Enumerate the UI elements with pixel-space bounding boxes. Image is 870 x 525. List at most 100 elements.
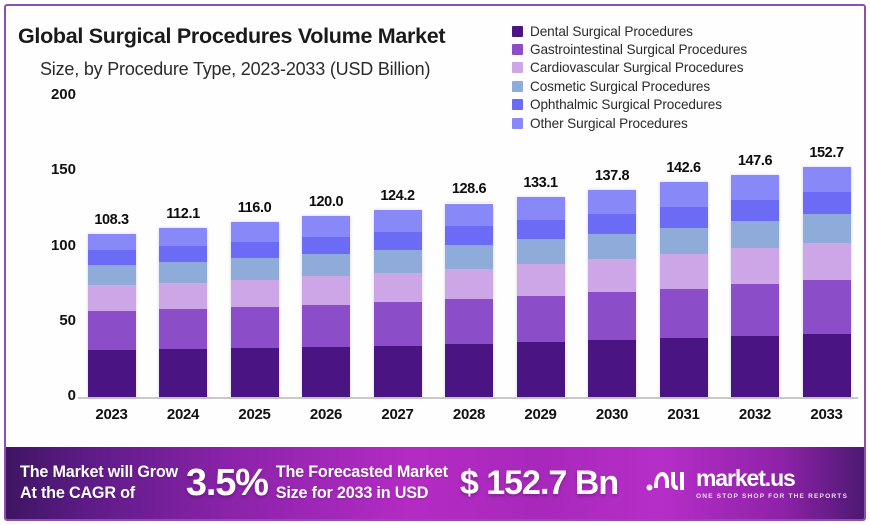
bar-segment[interactable] xyxy=(516,295,565,343)
brand-logo[interactable]: market.us ONE STOP SHOP FOR THE REPORTS xyxy=(645,466,854,500)
bar-segment[interactable] xyxy=(802,192,851,215)
legend-item[interactable]: Cardiovascular Surgical Procedures xyxy=(512,59,862,77)
bar-segment[interactable] xyxy=(516,220,565,240)
bar-stack[interactable] xyxy=(659,182,708,397)
bar-segment[interactable] xyxy=(659,182,708,207)
bar-segment[interactable] xyxy=(445,268,493,300)
bar-column[interactable]: 133.1 xyxy=(509,96,572,397)
bar-stack[interactable] xyxy=(302,216,350,397)
bar-segment[interactable] xyxy=(516,196,565,221)
bar-segment[interactable] xyxy=(373,232,422,250)
bar-segment[interactable] xyxy=(588,213,636,234)
bar-segment[interactable] xyxy=(302,346,350,397)
bar-segment[interactable] xyxy=(516,342,565,397)
bar-segment[interactable] xyxy=(731,336,779,397)
bar-segment[interactable] xyxy=(802,333,851,397)
legend-item[interactable]: Ophthalmic Surgical Procedures xyxy=(512,96,862,114)
forecast-caption-line1: The Forecasted Market xyxy=(275,463,448,482)
bar-segment[interactable] xyxy=(230,279,279,308)
bar-segment[interactable] xyxy=(588,189,636,214)
bar-segment[interactable] xyxy=(302,216,350,238)
bar-column[interactable]: 108.3 xyxy=(80,96,143,397)
bar-column[interactable]: 112.1 xyxy=(152,96,215,397)
bar-group: 108.3 112.1 116.0 120.0 124.2 128.6 133.1 137.8… xyxy=(80,96,858,397)
bar-segment[interactable] xyxy=(302,305,350,347)
bar-segment[interactable] xyxy=(159,348,207,397)
bar-segment[interactable] xyxy=(445,244,493,269)
bar-segment[interactable] xyxy=(445,344,493,397)
bar-stack[interactable] xyxy=(516,196,565,397)
bar-segment[interactable] xyxy=(731,221,779,249)
bar-stack[interactable] xyxy=(230,222,279,397)
bar-segment[interactable] xyxy=(373,345,422,397)
bar-segment[interactable] xyxy=(230,241,279,259)
bar-segment[interactable] xyxy=(802,280,851,334)
y-axis-tick-label: 200 xyxy=(50,86,76,103)
bar-segment[interactable] xyxy=(802,167,851,193)
bar-segment[interactable] xyxy=(445,226,493,245)
bar-segment[interactable] xyxy=(373,302,422,346)
x-axis-line xyxy=(78,397,858,399)
y-axis-tick-label: 0 xyxy=(67,387,76,404)
bar-segment[interactable] xyxy=(731,199,779,222)
bar-segment[interactable] xyxy=(731,284,779,337)
bar-segment[interactable] xyxy=(159,282,207,310)
bar-stack[interactable] xyxy=(373,210,422,397)
bar-segment[interactable] xyxy=(373,272,422,303)
bar-column[interactable]: 128.6 xyxy=(438,96,501,397)
bar-column[interactable]: 147.6 xyxy=(724,96,787,397)
legend-item[interactable]: Cosmetic Surgical Procedures xyxy=(512,77,862,95)
bar-column[interactable]: 142.6 xyxy=(652,96,715,397)
bar-column[interactable]: 152.7 xyxy=(795,96,858,397)
legend-item[interactable]: Other Surgical Procedures xyxy=(512,114,862,132)
bar-segment[interactable] xyxy=(731,248,779,285)
bar-segment[interactable] xyxy=(659,288,708,339)
bar-segment[interactable] xyxy=(87,249,136,266)
bar-stack[interactable] xyxy=(159,228,207,397)
bar-stack[interactable] xyxy=(731,174,779,397)
bar-stack[interactable] xyxy=(445,203,493,397)
bar-segment[interactable] xyxy=(230,258,279,280)
bar-stack[interactable] xyxy=(802,167,851,397)
bar-segment[interactable] xyxy=(302,254,350,277)
bar-segment[interactable] xyxy=(230,347,279,397)
bar-segment[interactable] xyxy=(516,239,565,264)
bar-segment[interactable] xyxy=(659,338,708,397)
bar-segment[interactable] xyxy=(230,307,279,348)
bar-segment[interactable] xyxy=(588,292,636,341)
bar-segment[interactable] xyxy=(373,210,422,233)
bar-column[interactable]: 116.0 xyxy=(223,96,286,397)
bar-segment[interactable] xyxy=(802,214,851,243)
bar-stack[interactable] xyxy=(588,189,636,397)
bar-segment[interactable] xyxy=(87,265,136,286)
bar-segment[interactable] xyxy=(159,246,207,263)
bar-segment[interactable] xyxy=(230,222,279,242)
bar-segment[interactable] xyxy=(516,263,565,296)
bar-segment[interactable] xyxy=(588,259,636,293)
bar-segment[interactable] xyxy=(659,254,708,289)
bar-segment[interactable] xyxy=(445,299,493,345)
bar-segment[interactable] xyxy=(445,203,493,227)
legend-item[interactable]: Gastrointestinal Surgical Procedures xyxy=(512,40,862,58)
bar-segment[interactable] xyxy=(802,242,851,281)
bar-segment[interactable] xyxy=(659,206,708,228)
bar-segment[interactable] xyxy=(87,310,136,350)
bar-stack[interactable] xyxy=(87,234,136,397)
bar-segment[interactable] xyxy=(302,237,350,255)
bar-segment[interactable] xyxy=(302,276,350,306)
bar-segment[interactable] xyxy=(588,233,636,260)
bar-segment[interactable] xyxy=(159,309,207,349)
legend-item[interactable]: Dental Surgical Procedures xyxy=(512,22,862,40)
bar-column[interactable]: 137.8 xyxy=(581,96,644,397)
bar-segment[interactable] xyxy=(159,228,207,247)
bar-segment[interactable] xyxy=(87,234,136,250)
bar-column[interactable]: 124.2 xyxy=(366,96,429,397)
bar-segment[interactable] xyxy=(87,285,136,311)
bar-segment[interactable] xyxy=(731,174,779,200)
bar-segment[interactable] xyxy=(588,340,636,397)
bar-segment[interactable] xyxy=(87,349,136,397)
bar-segment[interactable] xyxy=(373,249,422,273)
bar-segment[interactable] xyxy=(159,262,207,283)
bar-segment[interactable] xyxy=(659,227,708,255)
bar-column[interactable]: 120.0 xyxy=(295,96,358,397)
